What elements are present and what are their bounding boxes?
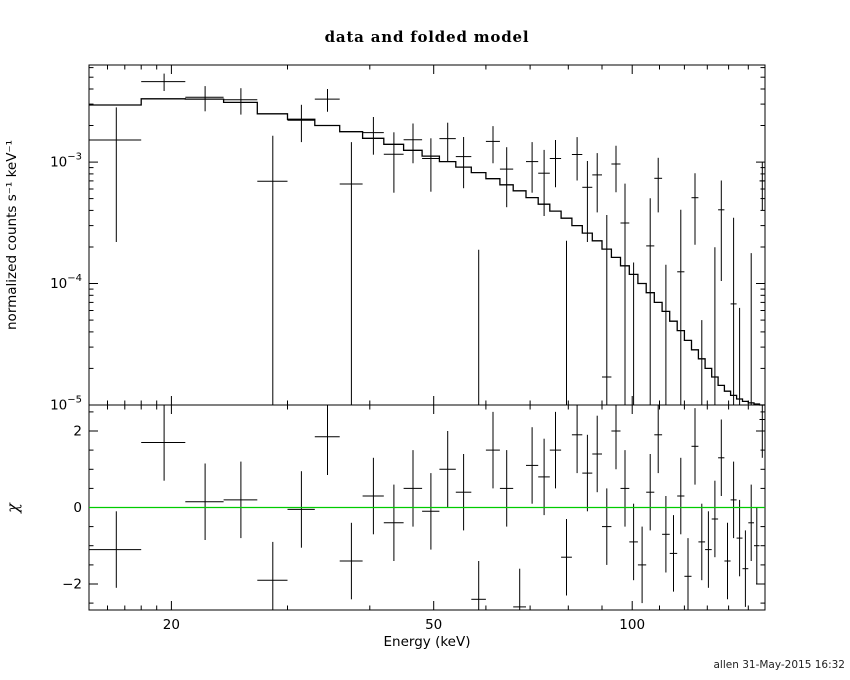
svg-text:10−5: 10−5: [50, 395, 82, 414]
svg-text:0: 0: [73, 500, 82, 516]
plot-data: [89, 73, 765, 610]
x-axis-label: Energy (keV): [384, 634, 471, 650]
svg-text:100: 100: [619, 617, 645, 633]
svg-text:−2: −2: [62, 577, 82, 593]
model-step-line: [89, 98, 765, 406]
chart-title: data and folded model: [325, 28, 530, 46]
y-axis-label-residuals: χ: [3, 502, 22, 514]
svg-text:50: 50: [425, 617, 442, 633]
svg-text:20: 20: [163, 617, 180, 633]
svg-text:2: 2: [73, 424, 82, 440]
timestamp-label: allen 31-May-2015 16:32: [713, 659, 845, 671]
svg-text:10−3: 10−3: [50, 152, 82, 171]
y-axis-label-spectrum: normalized counts s⁻¹ keV⁻¹: [4, 140, 20, 330]
svg-text:10−4: 10−4: [50, 273, 82, 292]
